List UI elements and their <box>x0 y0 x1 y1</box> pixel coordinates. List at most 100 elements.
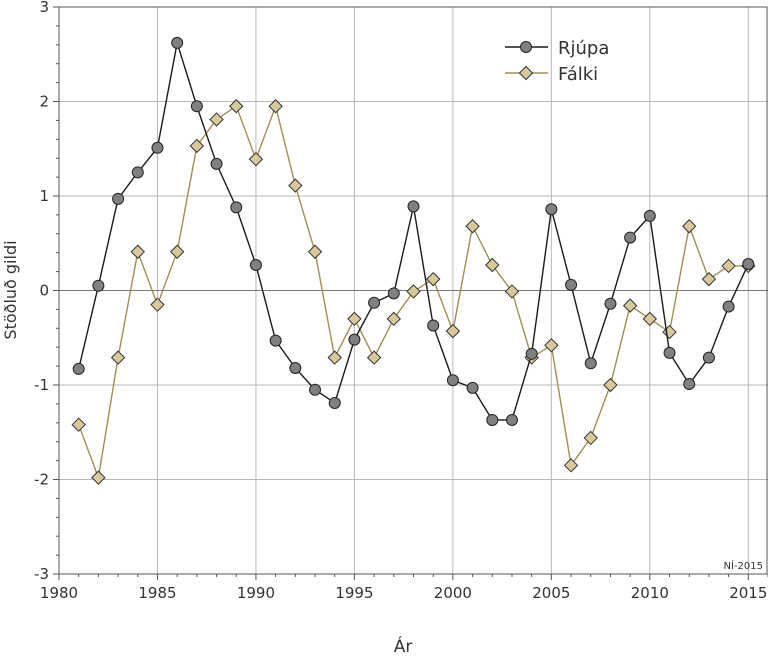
legend-marker <box>520 41 532 53</box>
data-point <box>130 244 145 259</box>
data-point <box>622 298 638 313</box>
data-point <box>465 219 480 234</box>
x-tick-label: 2015 <box>729 584 767 602</box>
y-tick-label: -3 <box>34 565 49 583</box>
x-tick-label: 2005 <box>532 584 570 602</box>
data-point <box>407 200 420 213</box>
data-point <box>427 319 440 332</box>
grid <box>59 7 768 574</box>
data-point <box>406 284 421 299</box>
data-point <box>701 271 717 287</box>
data-point <box>563 458 579 473</box>
legend-item: Rjúpa <box>505 38 609 59</box>
data-point <box>683 378 696 391</box>
data-point <box>327 350 342 365</box>
data-point <box>583 430 598 446</box>
data-point <box>544 338 559 353</box>
data-point <box>190 100 203 113</box>
y-tick-label: -2 <box>34 471 49 489</box>
data-point <box>347 311 362 327</box>
data-point <box>171 36 184 49</box>
data-point <box>288 178 303 193</box>
data-point <box>209 112 224 127</box>
data-point <box>663 346 676 359</box>
legend-item: Fálki <box>505 64 598 85</box>
data-point <box>348 333 361 346</box>
data-point <box>112 192 125 205</box>
data-point <box>624 231 637 244</box>
data-point <box>268 99 283 114</box>
legend-marker <box>518 65 534 81</box>
x-tick-label: 1980 <box>40 584 78 602</box>
data-point <box>466 381 479 394</box>
y-tick-label: 2 <box>39 93 49 111</box>
data-point <box>722 300 735 313</box>
data-point <box>328 396 341 409</box>
data-point <box>151 141 164 154</box>
legend: Rjúpa Fálki <box>505 38 609 85</box>
series-layer <box>71 36 756 485</box>
data-point <box>189 138 205 154</box>
data-point <box>603 377 618 393</box>
data-point <box>387 287 400 300</box>
data-point <box>682 219 697 234</box>
data-point <box>92 279 105 292</box>
x-tick-label: 2000 <box>434 584 472 602</box>
legend-label: Rjúpa <box>558 38 609 59</box>
data-point <box>210 157 223 170</box>
x-tick-label: 1995 <box>335 584 373 602</box>
legend-label: Fálki <box>558 64 598 85</box>
data-point <box>386 311 402 327</box>
x-tick-label: 1990 <box>237 584 275 602</box>
series-line <box>78 42 749 421</box>
data-point <box>91 470 106 485</box>
data-point <box>565 278 578 291</box>
data-point <box>289 361 302 374</box>
data-point <box>721 258 736 274</box>
data-point <box>249 258 262 271</box>
data-point <box>169 244 185 259</box>
data-point <box>446 374 459 387</box>
data-point <box>505 413 518 426</box>
y-tick-label: 3 <box>39 0 49 16</box>
data-point <box>504 284 520 299</box>
data-point <box>72 362 85 375</box>
annotation: NÍ-2015 <box>724 559 764 572</box>
y-tick-label: 0 <box>39 282 49 300</box>
axes: 1980 1985 1990 1995 2000 2005 2010 2015 -3 -2 -1 0 1… <box>34 0 768 602</box>
data-point <box>525 347 538 360</box>
data-point <box>110 350 126 365</box>
data-point <box>662 324 677 340</box>
data-point <box>269 334 282 347</box>
x-tick-label: 1985 <box>138 584 176 602</box>
data-point <box>307 244 323 259</box>
data-point <box>486 413 499 426</box>
data-point <box>643 209 656 222</box>
data-point <box>248 151 264 167</box>
data-point <box>445 323 461 339</box>
data-point <box>485 257 500 273</box>
data-point <box>309 383 322 396</box>
y-tick-label: -1 <box>34 376 49 394</box>
data-point <box>584 357 597 370</box>
data-point <box>642 311 658 327</box>
data-point <box>230 201 243 214</box>
y-tick-label: 1 <box>39 187 49 205</box>
data-point <box>229 99 244 114</box>
data-point <box>545 203 558 216</box>
plot-frame <box>58 6 768 575</box>
x-tick-label: 2010 <box>631 584 669 602</box>
data-point <box>150 297 165 312</box>
x-axis-label: Ár <box>394 635 413 657</box>
y-axis-label: Stöðluð gildi <box>1 240 20 339</box>
data-point <box>604 297 617 310</box>
series-rjúpa <box>72 36 755 426</box>
data-point <box>702 351 715 364</box>
data-point <box>71 417 86 432</box>
data-point <box>366 350 382 365</box>
data-point <box>742 258 755 271</box>
data-point <box>425 271 441 287</box>
series-fálki <box>71 99 756 485</box>
data-point <box>131 166 144 179</box>
